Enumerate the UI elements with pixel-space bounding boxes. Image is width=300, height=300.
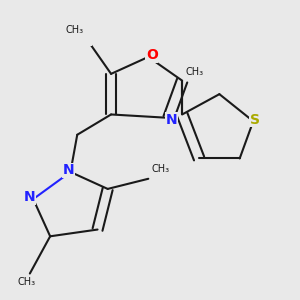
Text: O: O — [146, 48, 158, 62]
Text: CH₃: CH₃ — [17, 277, 35, 287]
Text: CH₃: CH₃ — [65, 25, 83, 35]
Text: CH₃: CH₃ — [152, 164, 170, 174]
Text: CH₃: CH₃ — [185, 67, 204, 77]
Text: N: N — [63, 163, 75, 177]
Text: N: N — [166, 112, 177, 127]
Text: N: N — [24, 190, 36, 204]
Text: S: S — [250, 112, 260, 127]
